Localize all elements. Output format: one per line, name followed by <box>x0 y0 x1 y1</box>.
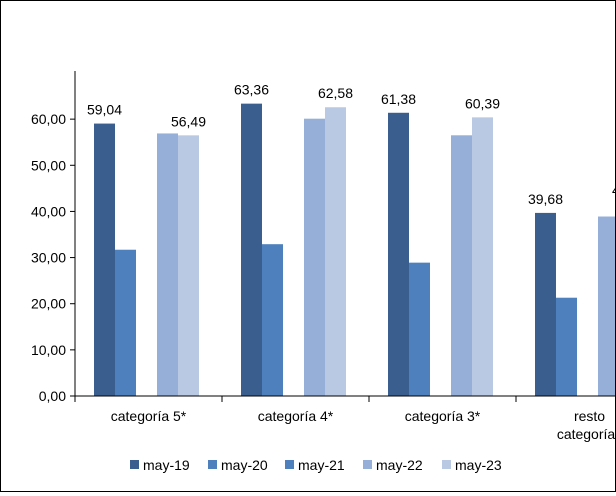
legend-label: may-21 <box>298 457 345 473</box>
y-tick-label: 40,00 <box>31 203 66 219</box>
data-label: 39,68 <box>528 191 563 207</box>
legend-swatch-may-22 <box>363 460 372 469</box>
y-tick-label: 60,00 <box>31 111 66 127</box>
bar-may-23-2 <box>325 107 346 396</box>
bar-may-19-4 <box>535 212 556 396</box>
legend-label: may-20 <box>221 457 268 473</box>
bar-may-20-3 <box>409 262 430 396</box>
x-tick-label: categoría 5* <box>111 408 187 424</box>
y-tick-label: 0,00 <box>39 388 66 404</box>
bar-may-22-3 <box>451 135 472 397</box>
bar-may-19-2 <box>241 103 262 396</box>
bar-may-19-3 <box>388 112 409 396</box>
legend: may-19 may-20 may-21 may-22 may-23 <box>130 457 502 473</box>
x-tick-label: categoría 3* <box>405 408 481 424</box>
bar-may-20-1 <box>115 249 136 396</box>
bar-may-20-4 <box>556 297 577 396</box>
bar-may-23-3 <box>472 117 493 396</box>
x-tick-label: restocategorías <box>557 408 615 442</box>
plot-bars <box>94 103 616 397</box>
data-label: 59,04 <box>87 102 122 118</box>
y-axis-ticks: 0,00 10,00 20,00 30,00 40,00 50,00 60,00 <box>31 111 75 404</box>
bar-may-19-1 <box>94 123 115 396</box>
bar-may-20-2 <box>262 244 283 396</box>
y-tick-label: 50,00 <box>31 157 66 173</box>
legend-swatch-may-21 <box>285 460 294 469</box>
x-tick-label: categoría 4* <box>258 408 334 424</box>
data-labels: 59,04 56,49 63,36 62,58 61,38 60,39 39,68 41,59 <box>87 82 616 207</box>
bar-may-22-4 <box>598 216 616 396</box>
axes <box>74 71 615 397</box>
bar-may-22-1 <box>157 133 178 396</box>
y-tick-label: 10,00 <box>31 342 66 358</box>
legend-swatch-may-19 <box>130 460 139 469</box>
data-label: 56,49 <box>171 113 206 129</box>
data-label: 63,36 <box>234 82 269 98</box>
legend-label: may-19 <box>143 457 190 473</box>
bar-may-23-1 <box>178 135 199 397</box>
legend-label: may-22 <box>376 457 423 473</box>
data-label: 62,58 <box>318 85 353 101</box>
y-tick-label: 30,00 <box>31 250 66 266</box>
x-axis-categories: categoría 5* categoría 4* categoría 3* rest… <box>74 396 616 442</box>
y-tick-label: 20,00 <box>31 296 66 312</box>
data-label: 60,39 <box>465 95 500 111</box>
data-label: 61,38 <box>381 91 416 107</box>
legend-swatch-may-20 <box>208 460 217 469</box>
legend-label: may-23 <box>455 457 502 473</box>
data-label: 41,59 <box>612 182 615 198</box>
bar-may-22-2 <box>304 118 325 396</box>
legend-swatch-may-23 <box>442 460 451 469</box>
